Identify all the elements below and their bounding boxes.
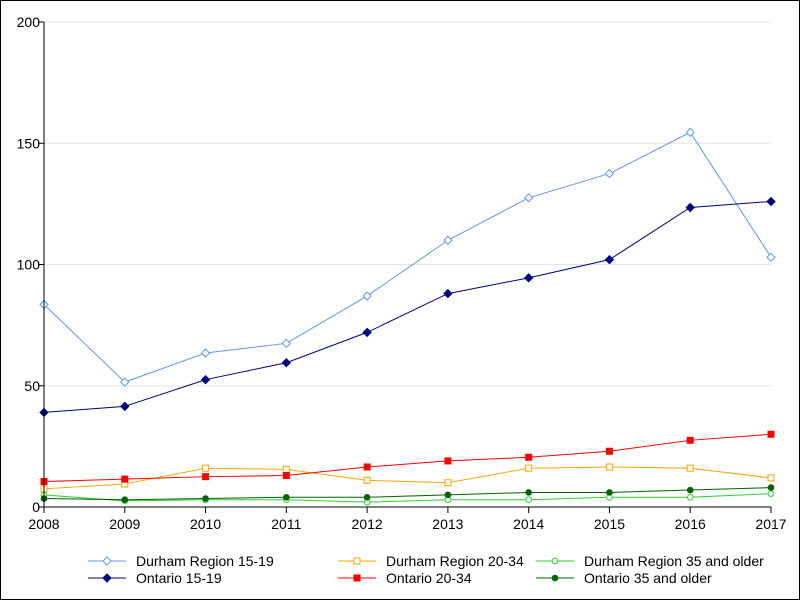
series-line — [43, 433, 772, 483]
data-point — [686, 486, 694, 494]
data-point — [523, 193, 534, 203]
data-point — [767, 484, 775, 491]
series-line — [43, 487, 772, 501]
legend-item: Durham Region 20-34 — [338, 553, 524, 569]
x-tick-label: 2011 — [271, 516, 301, 532]
data-point — [282, 465, 290, 473]
legend-label: Durham Region 20-34 — [386, 553, 524, 569]
series-line — [43, 493, 772, 503]
data-point — [363, 463, 371, 471]
data-point — [605, 463, 613, 471]
data-point — [200, 374, 211, 385]
series-line — [43, 131, 772, 383]
y-tick-label: 0 — [32, 499, 40, 515]
data-point — [363, 476, 371, 484]
data-point — [200, 348, 211, 358]
data-point — [281, 338, 292, 349]
legend-label: Ontario 20-34 — [386, 570, 472, 586]
data-point — [604, 254, 615, 265]
data-point — [121, 496, 129, 504]
data-point — [604, 168, 615, 179]
data-point — [606, 489, 613, 496]
data-point — [121, 475, 129, 483]
legend-label: Durham Region 35 and older — [584, 553, 764, 569]
series-5 — [40, 484, 775, 504]
data-point — [767, 474, 775, 482]
data-point — [120, 377, 130, 387]
series-line — [43, 200, 772, 413]
legend-item: Durham Region 15-19 — [88, 553, 274, 569]
data-point — [523, 273, 534, 283]
data-point — [686, 436, 694, 444]
x-tick-label: 2013 — [432, 516, 463, 532]
data-point — [686, 464, 694, 472]
y-tick-label: 150 — [17, 135, 41, 151]
x-tick-label: 2015 — [594, 516, 625, 532]
data-point — [444, 491, 452, 499]
legend-swatch-marker — [353, 557, 361, 565]
data-point — [202, 464, 210, 472]
x-tick-label: 2009 — [109, 516, 140, 532]
legend-swatch-marker — [353, 574, 361, 582]
data-point — [685, 127, 695, 138]
data-point — [766, 252, 776, 262]
legend-item: Ontario 15-19 — [88, 570, 222, 586]
data-point — [444, 457, 452, 465]
data-point — [525, 464, 533, 472]
x-tick-label: 2016 — [675, 516, 706, 532]
x-tick-label: 2017 — [755, 516, 786, 532]
data-point — [443, 235, 453, 245]
legend-swatch-marker — [551, 574, 559, 582]
data-point — [767, 490, 775, 497]
series-3 — [39, 196, 776, 418]
data-point — [685, 202, 695, 213]
data-point — [767, 430, 775, 438]
data-point — [120, 401, 130, 412]
legend-swatch-marker — [102, 556, 112, 566]
legend-swatch-marker — [102, 573, 112, 583]
data-point — [281, 358, 292, 368]
legend-item: Ontario 20-34 — [338, 570, 472, 586]
legend-item: Ontario 35 and older — [536, 570, 712, 586]
data-point — [282, 471, 290, 479]
data-point — [605, 447, 613, 455]
data-point — [283, 494, 290, 501]
legend-label: Ontario 15-19 — [136, 570, 222, 586]
series-line — [43, 466, 772, 490]
series-0 — [39, 127, 776, 387]
legend-label: Durham Region 15-19 — [136, 553, 274, 569]
data-point — [363, 494, 371, 501]
x-tick-label: 2008 — [28, 516, 59, 532]
x-tick-label: 2012 — [352, 516, 383, 532]
data-point — [443, 288, 453, 299]
legend-swatch-marker — [551, 557, 559, 565]
data-point — [202, 495, 209, 502]
y-tick-label: 50 — [24, 378, 40, 394]
legend-label: Ontario 35 and older — [584, 570, 712, 586]
x-tick-label: 2010 — [190, 516, 221, 532]
x-tick-label: 2014 — [513, 516, 544, 532]
data-point — [525, 453, 533, 461]
data-point — [202, 473, 210, 481]
data-point — [686, 494, 694, 501]
data-point — [525, 496, 532, 504]
data-point — [362, 291, 372, 301]
data-point — [525, 489, 532, 496]
legend-item: Durham Region 35 and older — [536, 553, 764, 569]
data-point — [362, 327, 372, 338]
data-point — [766, 196, 776, 207]
data-point — [444, 479, 452, 487]
y-tick-label: 200 — [17, 14, 41, 30]
y-tick-label: 100 — [17, 257, 41, 273]
series-1 — [40, 463, 775, 493]
